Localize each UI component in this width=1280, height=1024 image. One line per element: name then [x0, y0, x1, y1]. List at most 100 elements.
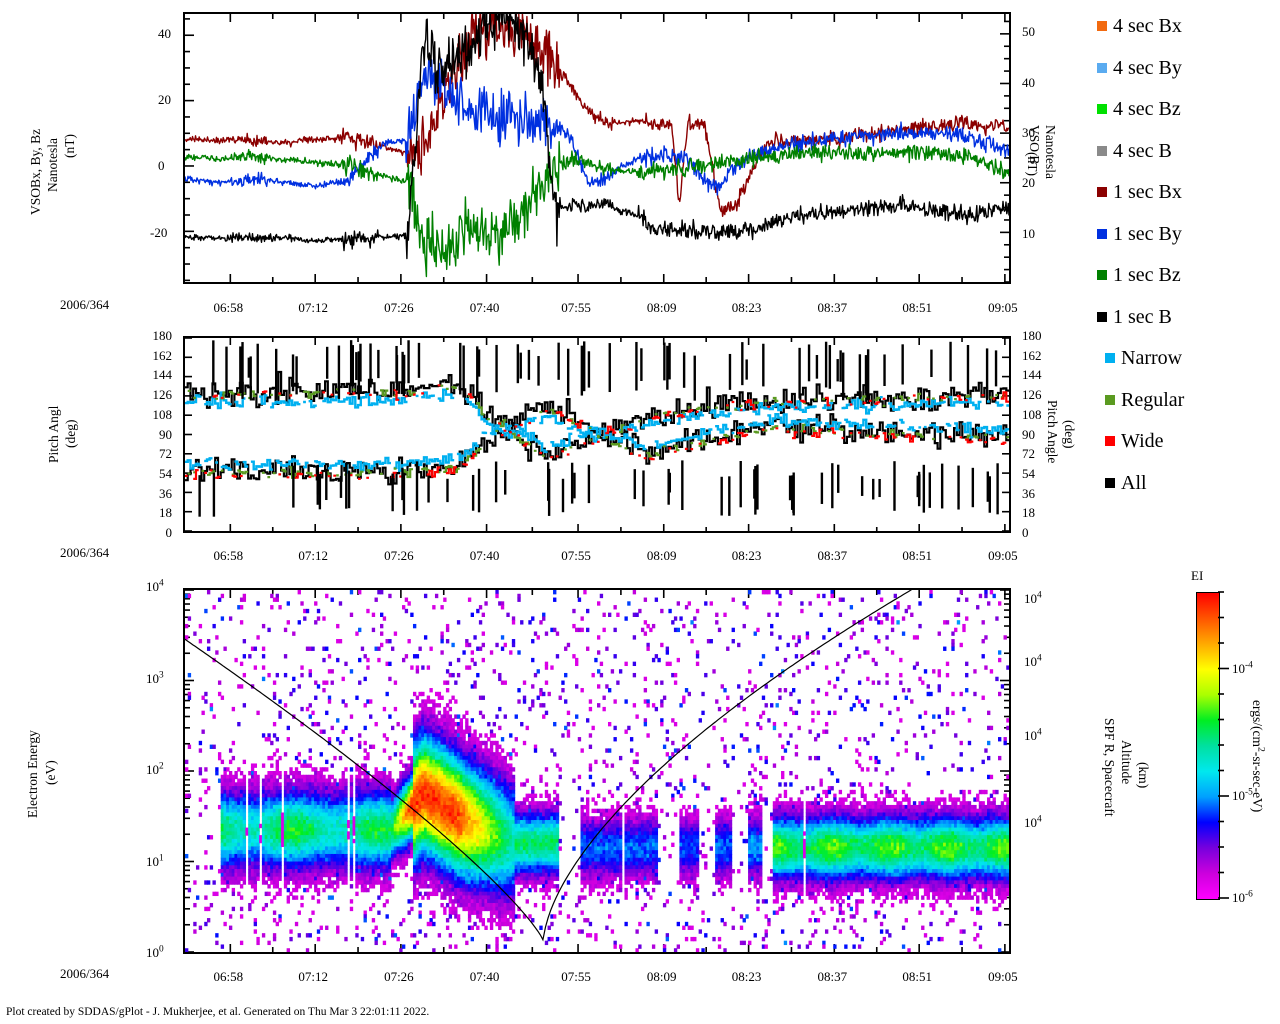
legend-swatch-icon [1105, 353, 1115, 363]
legend-item-1-sec-bz[interactable]: 1 sec Bz [1097, 265, 1181, 285]
panel1-right-tick-2: 30 [1022, 124, 1035, 140]
p3-time-label-3: 07:40 [469, 969, 500, 984]
panel3-left-axis-title-1: Electron Energy [25, 730, 40, 818]
panel3-right-axis-title-3: (km) [1136, 762, 1151, 789]
legend-swatch-icon [1097, 145, 1107, 156]
legend-label: Wide [1121, 430, 1164, 452]
panel2-right-tick-7: 54 [1022, 465, 1035, 481]
p3-time-label-0: 06:58 [213, 969, 244, 984]
colorbar-tick-label-1: 10-5 [1232, 787, 1253, 803]
p3-time-label-4: 07:55 [561, 969, 591, 984]
magnetic-field-plot [185, 14, 1009, 282]
p2-time-label-8: 08:51 [902, 548, 932, 563]
p2-time-label-6: 08:23 [731, 548, 762, 563]
panel3-left-tick-1: 103 [146, 670, 164, 686]
legend-label: 1 sec By [1113, 222, 1182, 245]
p1-time-label-2: 07:26 [384, 300, 414, 315]
p3-time-label-1: 07:12 [298, 969, 328, 984]
panel3-right-tick-1: 104 [1024, 653, 1042, 669]
p3-time-label-2: 07:26 [384, 969, 414, 984]
legend-swatch-icon [1097, 270, 1107, 280]
panel2-right-tick-4: 108 [1022, 406, 1042, 422]
panel1-right-axis-title-2: Nanotesla [1043, 125, 1058, 179]
panel1-left-axis-title-2: Nanotesla [45, 138, 60, 192]
legend-swatch-icon [1097, 228, 1107, 239]
panel2-left-axis-title-1: Pitch Angl [46, 405, 61, 463]
panel2-left-tick-5: 90 [159, 426, 172, 442]
legend-item-4-sec-bz[interactable]: 4 sec Bz [1097, 99, 1181, 119]
p3-time-label-5: 08:09 [646, 969, 677, 984]
panel2-right-tick-6: 72 [1022, 446, 1035, 462]
p1-time-label-4: 07:55 [561, 300, 591, 315]
legend-swatch-icon [1105, 477, 1115, 488]
panel1-right-tick-0: 50 [1022, 24, 1035, 40]
panel3-right-axis-title-2: Altitude [1119, 740, 1134, 785]
panel1-date-label: 2006/364 [60, 297, 110, 312]
panel3-right-tick-3: 104 [1024, 814, 1042, 830]
panel2-left-tick-0: 180 [152, 328, 173, 343]
panel3-right-axis-title-1: SPF R, Spacecraft [1102, 718, 1117, 817]
colorbar-tick-label-0: 10-4 [1232, 660, 1253, 676]
panel2-right-tick-9: 18 [1022, 505, 1035, 521]
colorbar-ticks [1218, 591, 1229, 899]
panel1-right-tick-1: 40 [1022, 74, 1035, 90]
p2-time-label-4: 07:55 [561, 548, 591, 563]
panel2-right-axis-title-1: Pitch Angle [1045, 400, 1060, 464]
footer-credit: Plot created by SDDAS/gPlot - J. Mukherj… [6, 1006, 430, 1018]
panel2-left-tick-9: 18 [159, 505, 172, 521]
legend-item-4-sec-b[interactable]: 4 sec B [1097, 141, 1172, 161]
legend-item-1-sec-bx[interactable]: 1 sec Bx [1097, 182, 1182, 202]
panel2-date-label: 2006/364 [60, 545, 110, 560]
electron-spectrogram-plot [185, 590, 1009, 952]
legend-item-1-sec-b[interactable]: 1 sec B [1097, 307, 1172, 327]
p3-time-label-7: 08:37 [817, 969, 848, 984]
legend-item-all[interactable]: All [1105, 473, 1147, 493]
legend-item-wide[interactable]: Wide [1105, 431, 1164, 451]
p1-time-label-1: 07:12 [298, 300, 328, 315]
panel3-right-tick-0: 104 [1024, 590, 1042, 606]
panel1-right-tick-3: 20 [1022, 175, 1035, 191]
p2-time-label-3: 07:40 [469, 548, 500, 563]
legend-swatch-icon [1097, 104, 1107, 114]
panel2-right-tick-5: 90 [1022, 426, 1035, 442]
legend-swatch-icon [1097, 187, 1107, 197]
legend-label: 4 sec Bx [1113, 15, 1182, 37]
legend-item-4-sec-bx[interactable]: 4 sec Bx [1097, 16, 1182, 36]
panel1-left-axis-title-3: (nT) [62, 134, 77, 158]
legend-swatch-icon [1097, 62, 1107, 73]
colorbar-unit-label: ergs/(cm2-sr-sec-eV) [1250, 700, 1267, 813]
p1-time-label-8: 08:51 [902, 300, 932, 315]
legend-item-regular[interactable]: Regular [1105, 390, 1184, 410]
panel2-left-tick-6: 72 [159, 446, 172, 462]
legend-item-4-sec-by[interactable]: 4 sec By [1097, 58, 1182, 78]
panel2-left-axis-title-2: (deg) [63, 419, 78, 448]
colorbar-strip [1196, 592, 1220, 900]
panel3-left-tick-3: 101 [146, 853, 164, 869]
p2-time-label-5: 08:09 [646, 548, 677, 563]
legend-item-1-sec-by[interactable]: 1 sec By [1097, 224, 1182, 244]
legend-label: 4 sec By [1113, 56, 1182, 79]
panel3-left-tick-4: 100 [146, 944, 164, 960]
panel1-right-axis-title-3: (nT) [1025, 152, 1040, 176]
p1-time-label-9: 09:05 [988, 300, 1018, 315]
electron-spectrogram-panel [183, 588, 1011, 954]
panel1-left-tick-0: 40 [158, 25, 171, 41]
legend-swatch-icon [1097, 311, 1107, 322]
legend-label: All [1121, 471, 1147, 494]
legend-swatch-icon [1097, 21, 1107, 31]
p2-time-label-0: 06:58 [213, 548, 244, 563]
p1-time-label-7: 08:37 [817, 300, 848, 315]
legend-item-narrow[interactable]: Narrow [1105, 348, 1182, 368]
pitch-angle-plot [185, 338, 1009, 531]
colorbar-tick-label-2: 10-6 [1232, 889, 1253, 905]
panel2-left-tick-1: 162 [152, 347, 173, 363]
panel2-right-tick-1: 162 [1022, 347, 1042, 363]
legend-label: Narrow [1121, 347, 1183, 369]
panel1-left-axis-title-1: VSOBx, By, Bz [28, 128, 43, 215]
panel2-left-tick-4: 108 [152, 406, 173, 422]
p1-time-label-3: 07:40 [469, 300, 500, 315]
p3-time-label-8: 08:51 [902, 969, 932, 984]
panel2-left-tick-7: 54 [159, 465, 172, 481]
panel3-left-axis-title-2: (eV) [43, 760, 58, 785]
p2-time-label-2: 07:26 [384, 548, 414, 563]
